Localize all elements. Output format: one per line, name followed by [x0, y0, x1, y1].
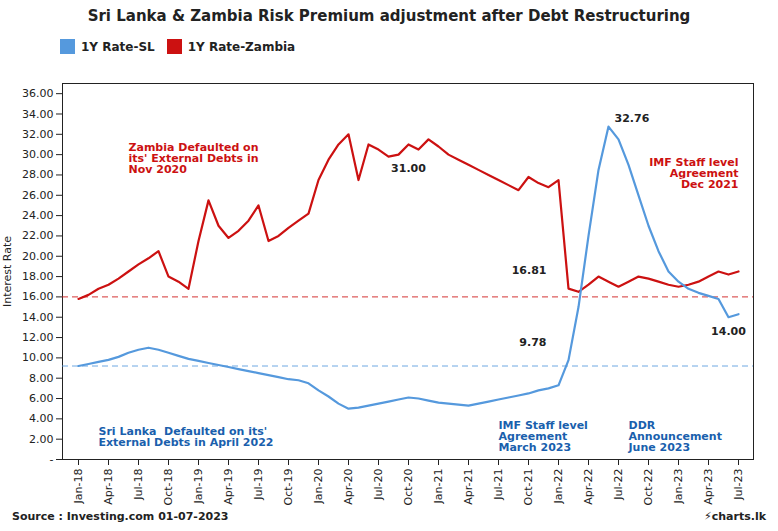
svg-text:Apr-22: Apr-22 [582, 469, 595, 505]
svg-text:DDRAnnouncementJune 2023: DDRAnnouncementJune 2023 [628, 419, 722, 454]
svg-text:Jul-19: Jul-19 [252, 469, 265, 501]
svg-text:16.81: 16.81 [512, 264, 547, 277]
svg-text:6.00: 6.00 [29, 392, 54, 405]
svg-text:28.00: 28.00 [22, 168, 54, 181]
svg-text:9.78: 9.78 [519, 336, 546, 349]
svg-text:Apr-20: Apr-20 [342, 469, 355, 505]
svg-text:Jul-21: Jul-21 [492, 469, 505, 501]
svg-text:Oct-22: Oct-22 [642, 469, 655, 506]
svg-text:24.00: 24.00 [22, 209, 54, 222]
svg-text:16.00: 16.00 [22, 290, 54, 303]
svg-text:34.00: 34.00 [22, 108, 54, 121]
svg-text:4.00: 4.00 [29, 412, 54, 425]
svg-text:30.00: 30.00 [22, 148, 54, 161]
svg-text:Apr-19: Apr-19 [222, 469, 235, 505]
svg-text:Jan-21: Jan-21 [432, 469, 445, 505]
svg-text:Jul-23: Jul-23 [732, 469, 745, 501]
svg-text:20.00: 20.00 [22, 250, 54, 263]
svg-text:Zambia Defaulted onits' Extern: Zambia Defaulted onits' External Debts i… [129, 141, 259, 176]
html-text:Sri Lanka & Zambia Risk Premiu: Sri Lanka & Zambia Risk Premium adjustme… [87, 7, 691, 25]
svg-text:32.00: 32.00 [22, 128, 54, 141]
svg-text:Jul-20: Jul-20 [372, 469, 385, 501]
svg-text:Jan-19: Jan-19 [192, 469, 205, 505]
svg-text:26.00: 26.00 [22, 189, 54, 202]
svg-text:Jul-18: Jul-18 [132, 469, 145, 501]
svg-text:Oct-21: Oct-21 [522, 469, 535, 506]
svg-text:14.00: 14.00 [22, 311, 54, 324]
svg-text:Oct-20: Oct-20 [402, 469, 415, 506]
svg-text:Jul-22: Jul-22 [612, 469, 625, 501]
svg-text:36.00: 36.00 [22, 87, 54, 100]
svg-text:IMF Staff levelAgreementDec 20: IMF Staff levelAgreementDec 2021 [649, 156, 738, 191]
svg-text:Apr-21: Apr-21 [462, 469, 475, 505]
svg-text:IMF Staff levelAgreementMarch: IMF Staff levelAgreementMarch 2023 [499, 419, 588, 454]
svg-text:Apr-18: Apr-18 [102, 469, 115, 505]
svg-text:18.00: 18.00 [22, 270, 54, 283]
svg-text:Jan-23: Jan-23 [672, 469, 685, 505]
svg-text:8.00: 8.00 [29, 372, 54, 385]
svg-text:-: - [50, 453, 54, 466]
svg-text:Oct-18: Oct-18 [162, 469, 175, 506]
svg-text:Oct-19: Oct-19 [282, 469, 295, 506]
svg-text:14.00: 14.00 [711, 325, 746, 338]
svg-text:Jan-20: Jan-20 [312, 469, 325, 505]
html-text:1Y Rate-Zambia: 1Y Rate-Zambia [187, 39, 296, 54]
svg-text:31.00: 31.00 [391, 162, 426, 175]
svg-text:Jan-22: Jan-22 [552, 469, 565, 505]
html-text:Source : Investing.com 01-07-2: Source : Investing.com 01-07-2023 [12, 510, 229, 523]
svg-text:22.00: 22.00 [22, 229, 54, 242]
html-text:⚡charts.lk: ⚡charts.lk [704, 510, 766, 523]
svg-text:Jan-18: Jan-18 [72, 469, 85, 505]
svg-text:Interest Rate: Interest Rate [1, 236, 14, 307]
svg-text:32.76: 32.76 [615, 112, 650, 125]
svg-text:Apr-23: Apr-23 [702, 469, 715, 505]
svg-text:12.00: 12.00 [22, 331, 54, 344]
html-text:1Y Rate-SL: 1Y Rate-SL [81, 39, 155, 54]
svg-text:Sri Lanka Defaulted on its'Ex: Sri Lanka Defaulted on its'External Debt… [99, 425, 274, 449]
svg-text:10.00: 10.00 [22, 351, 54, 364]
svg-text:2.00: 2.00 [29, 433, 54, 446]
